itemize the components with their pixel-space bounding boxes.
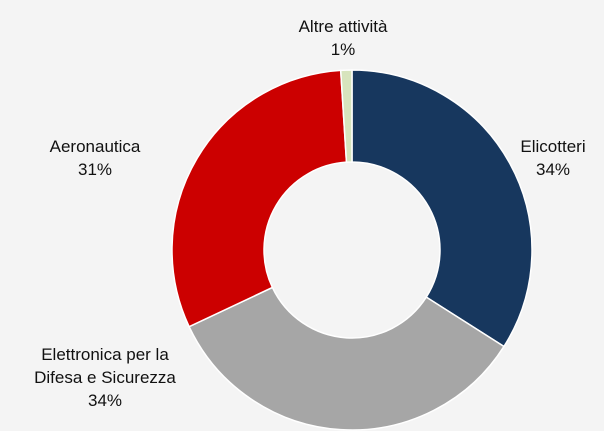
donut-segment — [351, 69, 533, 348]
slice-label: Altre attività 1% — [273, 15, 413, 61]
category-name: Aeronautica — [49, 137, 141, 156]
donut-segment — [171, 69, 348, 328]
value-label: 34% — [87, 391, 123, 410]
slice-label: Elettronica per la Difesa e Sicurezza 34% — [18, 343, 193, 412]
value-label: 34% — [535, 160, 571, 179]
value-label: 1% — [330, 40, 356, 59]
donut-segment — [339, 69, 353, 163]
category-name: Altre attività — [298, 17, 388, 36]
category-name: Elicotteri — [520, 137, 586, 156]
category-name: Elettronica per la Difesa e Sicurezza — [34, 345, 176, 387]
slice-label: Aeronautica 31% — [25, 135, 165, 181]
donut-segment — [188, 286, 506, 431]
slice-label: Elicotteri 34% — [493, 135, 604, 181]
value-label: 31% — [77, 160, 113, 179]
